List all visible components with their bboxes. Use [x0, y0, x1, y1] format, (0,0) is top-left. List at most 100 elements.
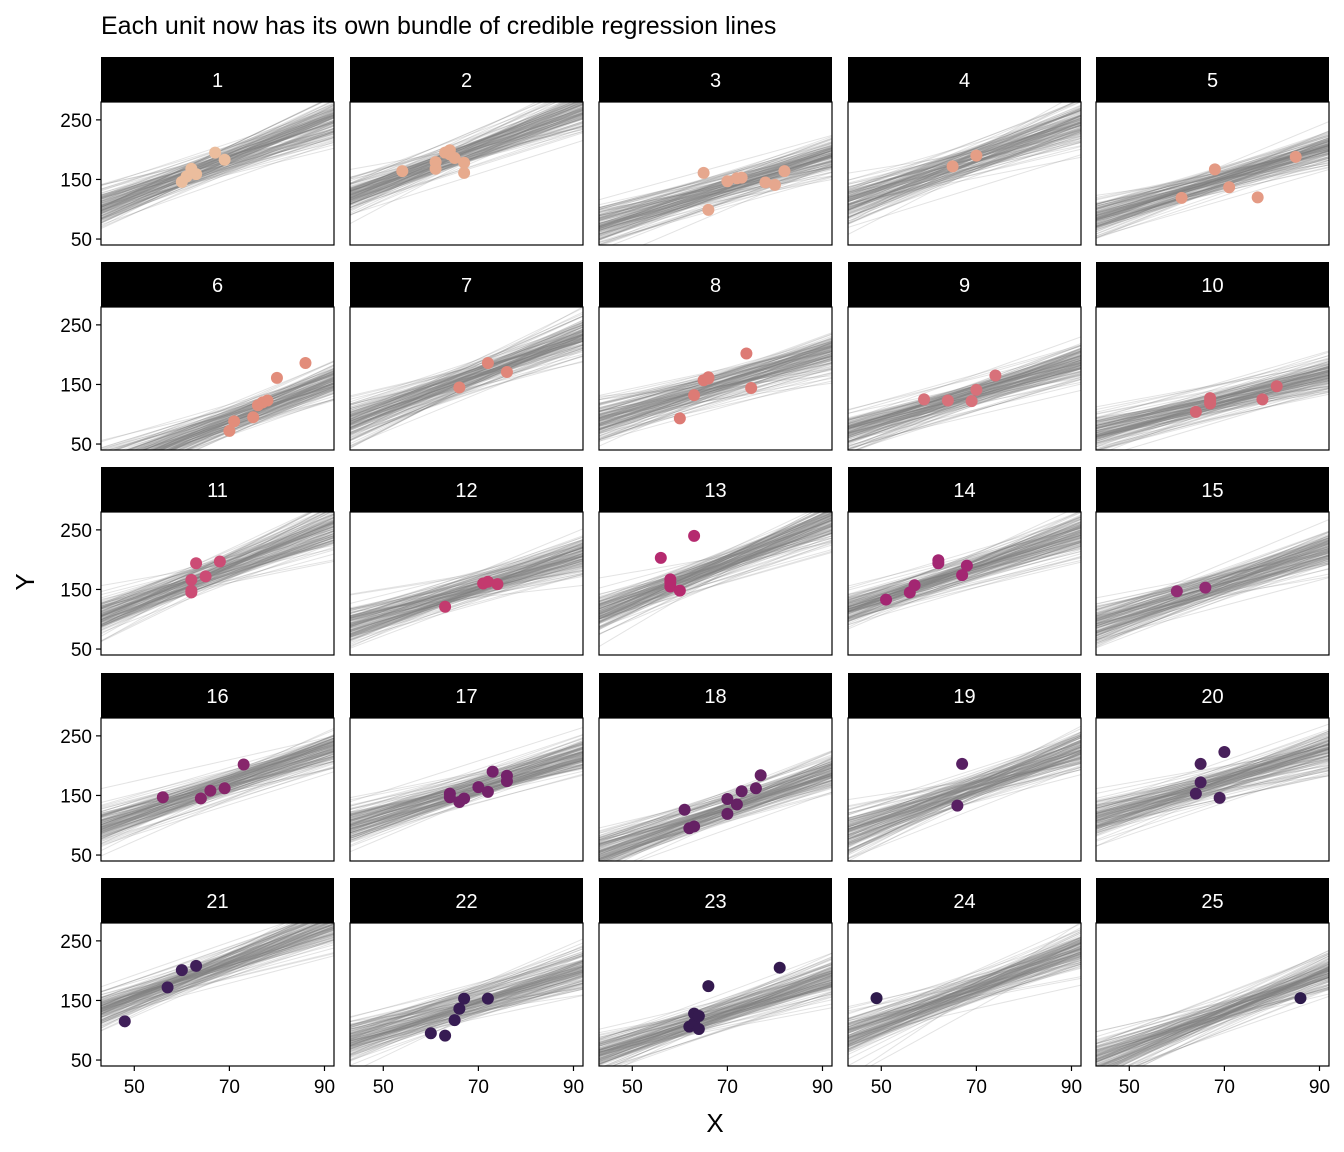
regression-line [599, 346, 832, 424]
regression-line [101, 941, 334, 1002]
regression-line [101, 939, 334, 1016]
regression-line [1096, 557, 1329, 624]
regression-line [848, 115, 1081, 225]
regression-line [350, 542, 583, 615]
regression-line [848, 955, 1081, 1029]
regression-line [101, 751, 334, 836]
regression-line [101, 144, 334, 208]
data-point [721, 793, 734, 806]
regression-line [350, 104, 583, 196]
regression-line [350, 744, 583, 833]
regression-line [599, 345, 832, 439]
regression-line [599, 983, 832, 1059]
regression-line [101, 742, 334, 840]
regression-line [1096, 743, 1329, 819]
regression-line [606, 979, 832, 1066]
regression-line [848, 953, 1081, 1028]
regression-line [1096, 759, 1329, 820]
regression-line [101, 539, 334, 610]
regression-line [350, 335, 583, 445]
regression-line [599, 782, 832, 841]
regression-line [101, 118, 334, 211]
regression-line [159, 378, 334, 450]
regression-line [101, 109, 334, 211]
chart-title: Each unit now has its own bundle of cred… [101, 12, 776, 40]
regression-line [848, 368, 1081, 428]
regression-line [101, 525, 334, 616]
regression-line [101, 737, 334, 827]
regression-line [1096, 967, 1329, 1063]
regression-line [848, 963, 1081, 1038]
regression-line [848, 364, 1081, 432]
regression-line [599, 768, 832, 841]
credible-lines [101, 727, 334, 857]
regression-line [608, 777, 832, 861]
regression-line [599, 772, 832, 861]
regression-line [599, 522, 832, 623]
regression-line [350, 337, 583, 419]
regression-line [350, 560, 583, 629]
regression-line [599, 514, 832, 619]
regression-line [1096, 748, 1329, 818]
data-point [956, 569, 969, 582]
regression-line [848, 753, 1081, 839]
regression-line [848, 373, 1081, 429]
regression-line [101, 923, 303, 1015]
regression-line [1096, 966, 1329, 1058]
regression-line [1096, 533, 1329, 623]
regression-line [848, 366, 1081, 425]
regression-line [101, 115, 334, 208]
regression-line [101, 531, 334, 632]
regression-line [101, 923, 307, 1012]
regression-line [350, 569, 583, 616]
regression-line [350, 102, 569, 206]
regression-line [599, 171, 832, 224]
data-point [730, 798, 743, 811]
regression-line [599, 165, 832, 222]
regression-line [848, 931, 1081, 1036]
regression-line [101, 740, 334, 829]
regression-line [1108, 973, 1329, 1066]
regression-line [848, 940, 1081, 1028]
regression-line [599, 346, 832, 412]
regression-line [848, 939, 1081, 1033]
regression-line [350, 330, 583, 431]
regression-line [599, 763, 832, 857]
regression-line [1096, 971, 1329, 1058]
regression-line [101, 939, 334, 1003]
regression-line [350, 966, 583, 1044]
facet-strip-label: 2 [461, 70, 472, 92]
regression-line [101, 538, 334, 622]
regression-line [101, 740, 334, 818]
regression-line [622, 965, 832, 1066]
regression-line [599, 146, 832, 216]
regression-line [599, 972, 832, 1050]
regression-line [101, 537, 334, 621]
regression-line [101, 939, 334, 1007]
facet-panel-3: 3 [598, 57, 833, 246]
regression-line [101, 112, 334, 205]
regression-line [1096, 748, 1329, 814]
regression-line [101, 753, 334, 828]
regression-line [1096, 561, 1329, 626]
regression-line [101, 923, 334, 1012]
regression-line [101, 744, 334, 816]
regression-line [1096, 740, 1329, 827]
regression-line [848, 953, 1081, 1047]
data-point [161, 981, 174, 994]
regression-line [848, 117, 1081, 199]
regression-line [848, 110, 1081, 196]
regression-line [139, 377, 334, 450]
regression-line [848, 746, 1081, 823]
facet-strip [101, 673, 334, 718]
regression-line [599, 984, 832, 1050]
regression-line [848, 757, 1081, 837]
regression-line [599, 968, 832, 1055]
regression-line [599, 526, 832, 624]
regression-line [101, 923, 334, 1011]
regression-line [848, 947, 1081, 1040]
regression-line [101, 952, 334, 1010]
data-point [424, 1027, 437, 1040]
regression-line [1096, 730, 1329, 836]
regression-line [350, 573, 583, 641]
